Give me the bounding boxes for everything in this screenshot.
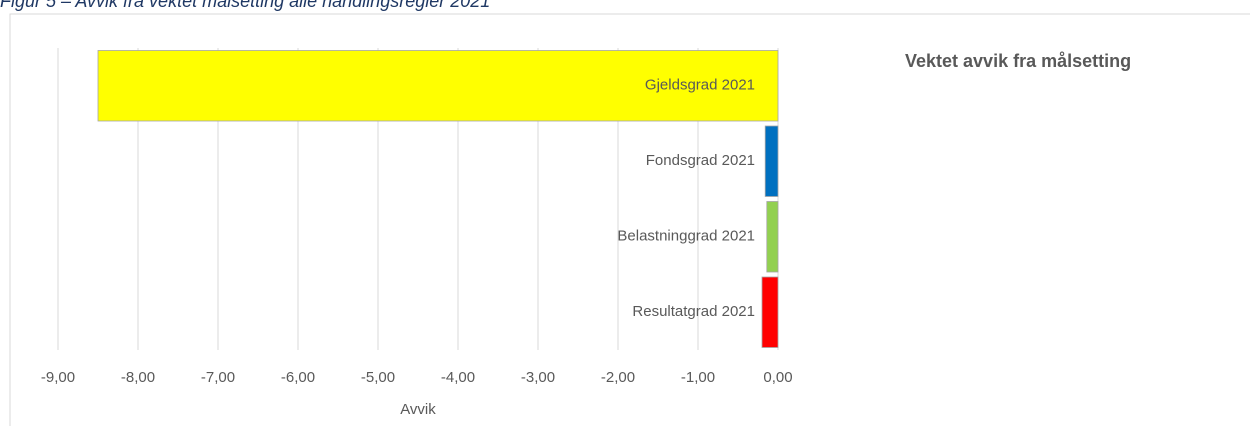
bar <box>764 125 779 197</box>
bar <box>761 276 779 348</box>
x-axis-label: Avvik <box>400 401 436 418</box>
x-tick-label: -4,00 <box>441 369 475 386</box>
x-tick-label: 0,00 <box>763 369 792 386</box>
x-tick-label: -9,00 <box>41 369 75 386</box>
x-tick-label: -8,00 <box>121 369 155 386</box>
x-tick-label: -3,00 <box>521 369 555 386</box>
category-label: Fondsgrad 2021 <box>646 152 755 169</box>
chart-frame <box>9 13 1250 426</box>
category-label: Gjeldsgrad 2021 <box>645 77 755 94</box>
x-tick-label: -2,00 <box>601 369 635 386</box>
x-tick-label: -7,00 <box>201 369 235 386</box>
x-tick-label: -5,00 <box>361 369 395 386</box>
bar <box>766 201 779 273</box>
x-tick-label: -6,00 <box>281 369 315 386</box>
legend-label: Vektet avvik fra målsetting <box>905 51 1131 71</box>
chart-title: Figur 5 – Avvik fra vektet målsetting al… <box>0 0 490 11</box>
bar <box>97 50 779 122</box>
x-tick-label: -1,00 <box>681 369 715 386</box>
category-label: Belastninggrad 2021 <box>617 228 755 245</box>
category-label: Resultatgrad 2021 <box>632 303 755 320</box>
